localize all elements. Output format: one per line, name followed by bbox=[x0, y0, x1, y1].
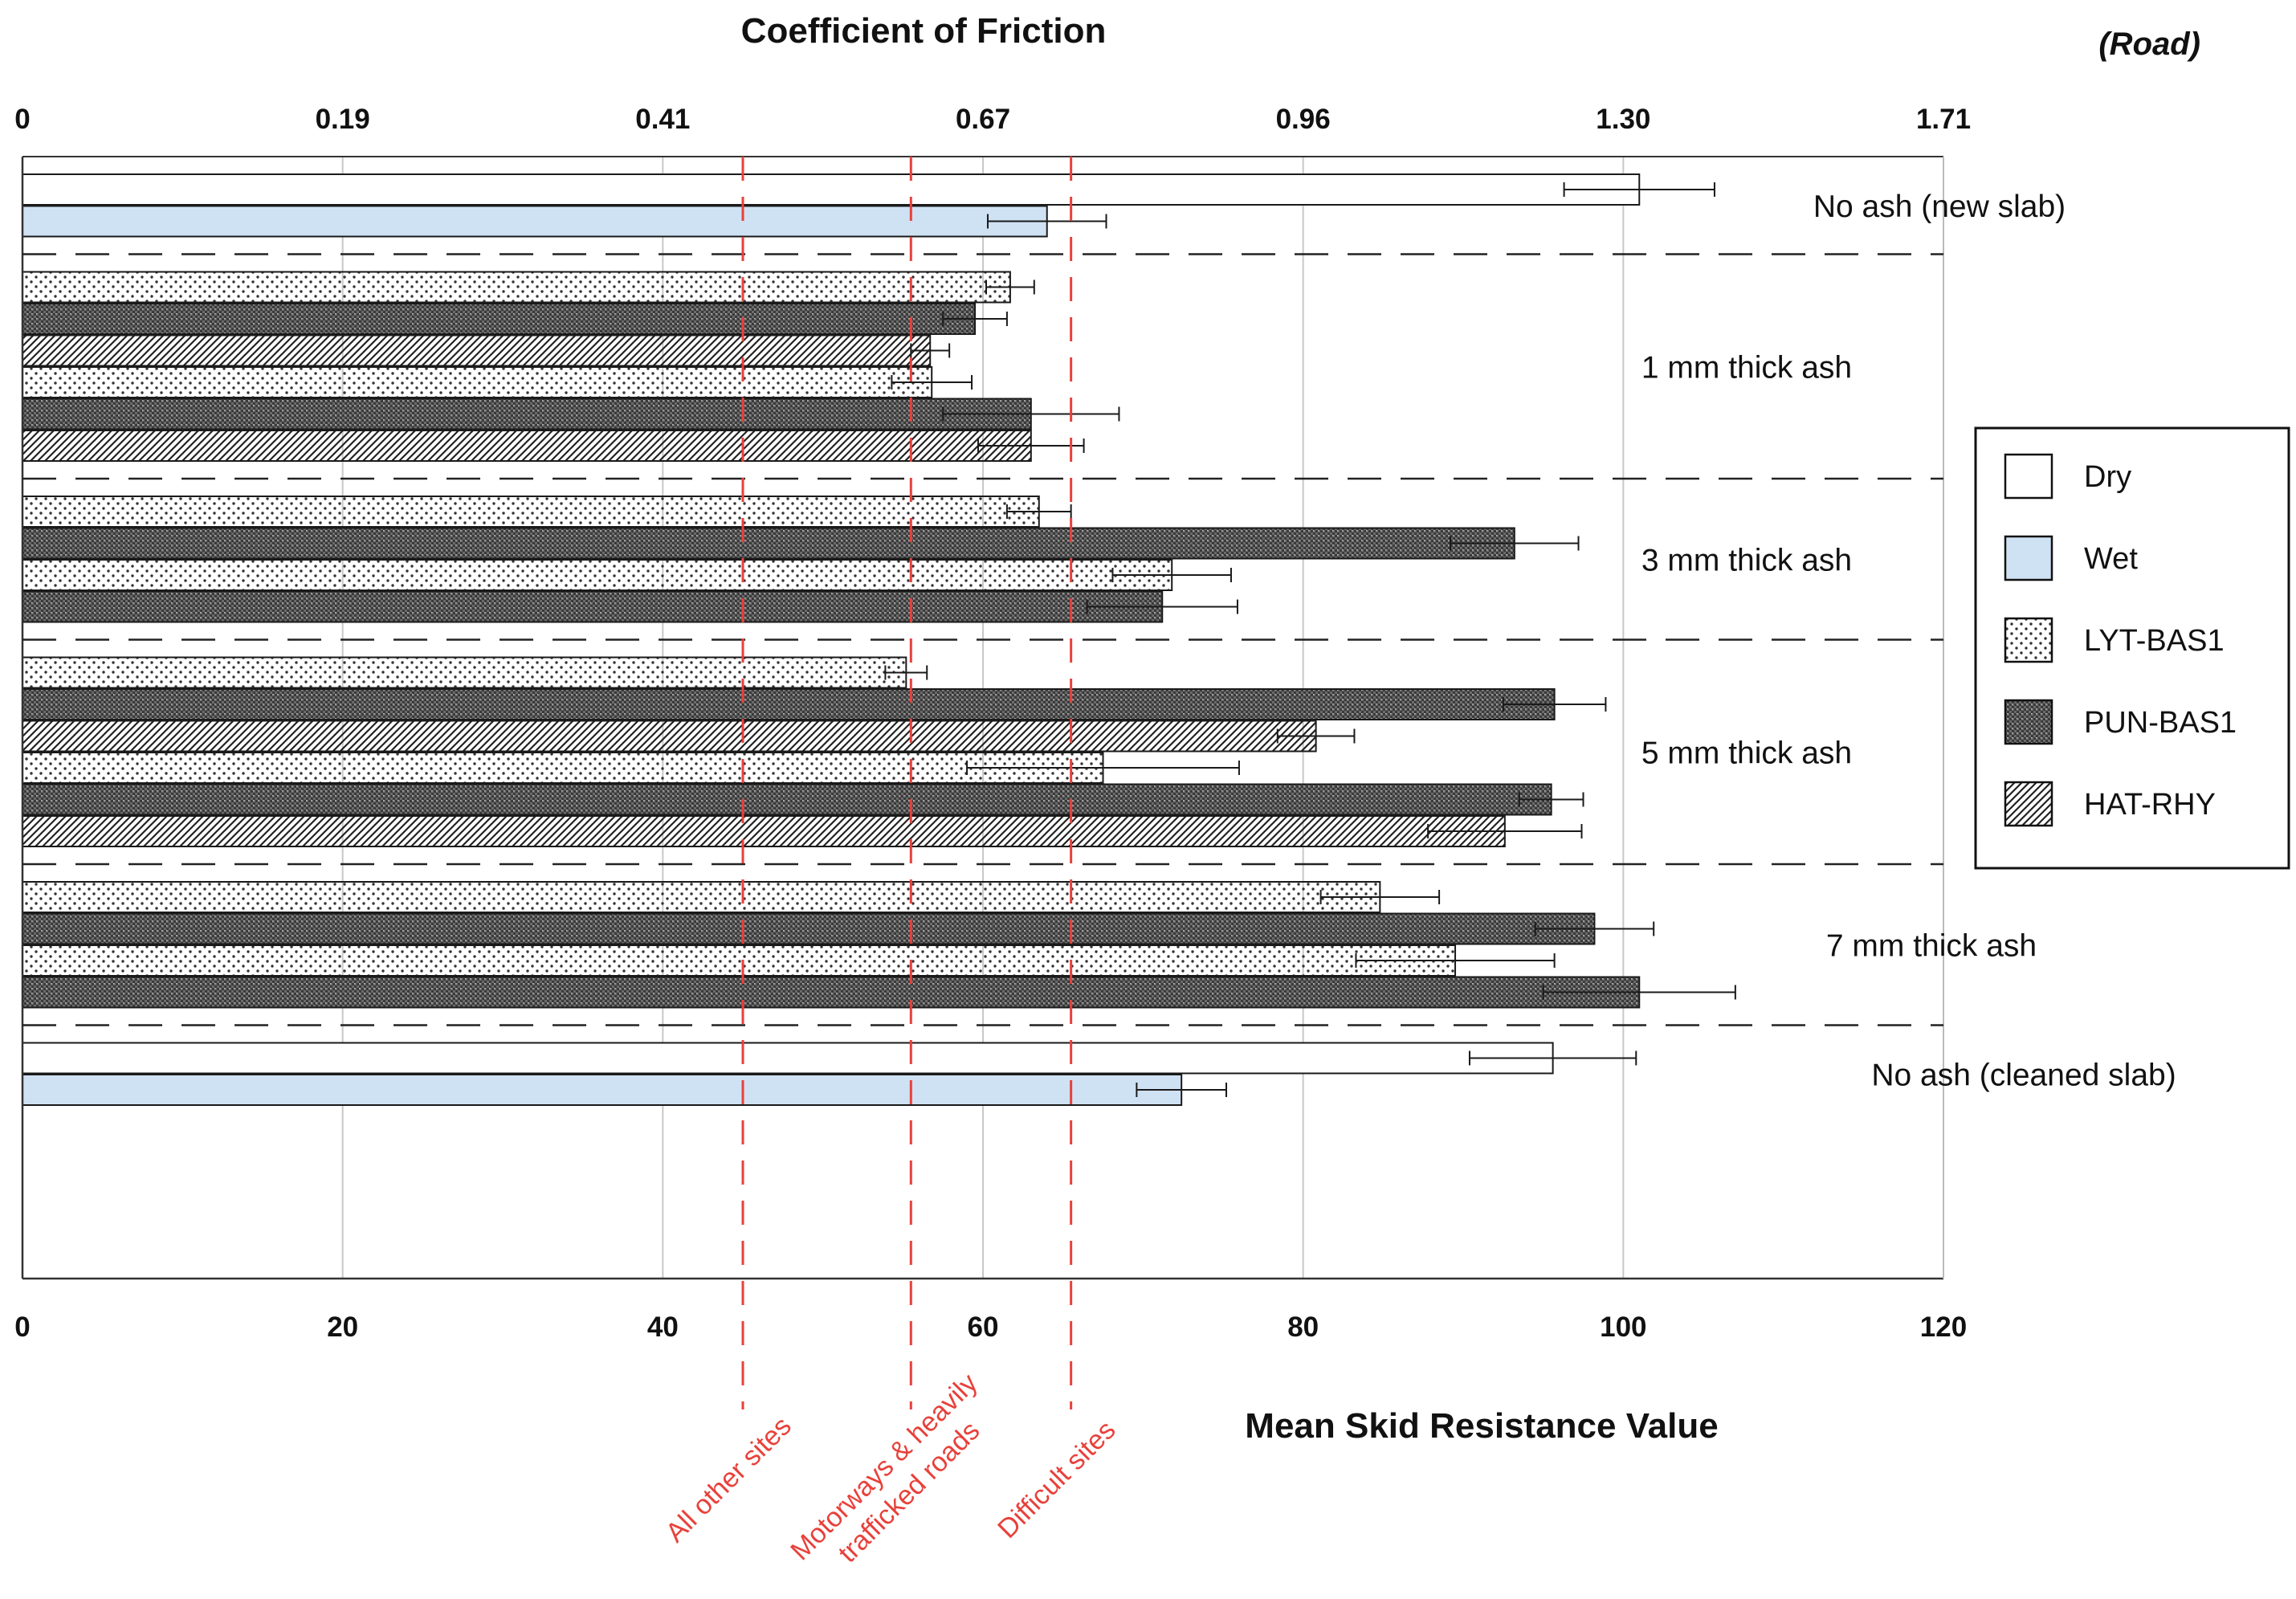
top-tick-label: 0.19 bbox=[316, 104, 370, 135]
bar bbox=[22, 559, 1173, 591]
legend-label: PUN-BAS1 bbox=[2084, 706, 2237, 740]
top-axis-title: Coefficient of Friction bbox=[741, 11, 1107, 51]
top-tick-label: 1.71 bbox=[1916, 104, 1971, 135]
bar bbox=[22, 752, 1104, 784]
x-tick-label: 0 bbox=[14, 1311, 30, 1343]
top-tick-label: 0 bbox=[14, 104, 30, 135]
bar bbox=[22, 398, 1032, 430]
bar bbox=[22, 976, 1641, 1009]
legend: Dry Wet LYT-BAS1 PUN-BAS1 HAT-RHY bbox=[1974, 426, 2290, 870]
bar bbox=[22, 656, 907, 689]
bar bbox=[22, 881, 1381, 913]
legend-swatch bbox=[2004, 699, 2053, 745]
top-tick-label: 0.96 bbox=[1276, 104, 1331, 135]
threshold-label: All other sites bbox=[660, 1411, 797, 1548]
threshold-label: Difficult sites bbox=[992, 1415, 1121, 1544]
bar bbox=[22, 944, 1457, 977]
x-tick-label: 60 bbox=[968, 1311, 999, 1343]
x-tick-label: 80 bbox=[1287, 1311, 1319, 1343]
x-tick-label: 20 bbox=[327, 1311, 358, 1343]
bar bbox=[22, 912, 1596, 945]
group-label: 5 mm thick ash bbox=[1641, 736, 1852, 770]
bar bbox=[22, 720, 1317, 753]
legend-label: HAT-RHY bbox=[2084, 788, 2216, 822]
legend-label: Dry bbox=[2084, 460, 2131, 494]
bar bbox=[22, 366, 933, 398]
x-tick-label: 40 bbox=[647, 1311, 679, 1343]
bar bbox=[22, 688, 1556, 720]
bar bbox=[22, 1074, 1183, 1106]
bar bbox=[22, 496, 1040, 528]
top-tick-label: 1.30 bbox=[1596, 104, 1650, 135]
top-tick-label: 0.67 bbox=[956, 104, 1010, 135]
top-tick-label: 0.41 bbox=[635, 104, 690, 135]
group-label: 1 mm thick ash bbox=[1641, 350, 1852, 385]
group-label: No ash (cleaned slab) bbox=[1871, 1058, 2176, 1092]
bar bbox=[22, 173, 1641, 206]
bar bbox=[22, 430, 1032, 462]
bar bbox=[22, 334, 932, 367]
bar bbox=[22, 527, 1515, 560]
legend-label: LYT-BAS1 bbox=[2084, 624, 2225, 658]
road-label: (Road) bbox=[2098, 27, 2200, 62]
bar bbox=[22, 303, 977, 335]
bar bbox=[22, 783, 1552, 816]
x-axis-title: Mean Skid Resistance Value bbox=[1245, 1406, 1718, 1446]
group-label: 7 mm thick ash bbox=[1826, 928, 2037, 963]
x-tick-label: 100 bbox=[1600, 1311, 1646, 1343]
bar bbox=[22, 1042, 1554, 1075]
bar bbox=[22, 815, 1506, 847]
bar bbox=[22, 590, 1164, 623]
legend-swatch bbox=[2004, 535, 2053, 581]
group-label: No ash (new slab) bbox=[1813, 190, 2066, 224]
group-label: 3 mm thick ash bbox=[1641, 543, 1852, 577]
legend-swatch bbox=[2004, 617, 2053, 663]
legend-swatch bbox=[2004, 453, 2053, 500]
legend-swatch bbox=[2004, 781, 2053, 827]
bar bbox=[22, 205, 1048, 238]
legend-label: Wet bbox=[2084, 542, 2138, 576]
x-tick-label: 120 bbox=[1920, 1311, 1967, 1343]
bar bbox=[22, 271, 1011, 304]
